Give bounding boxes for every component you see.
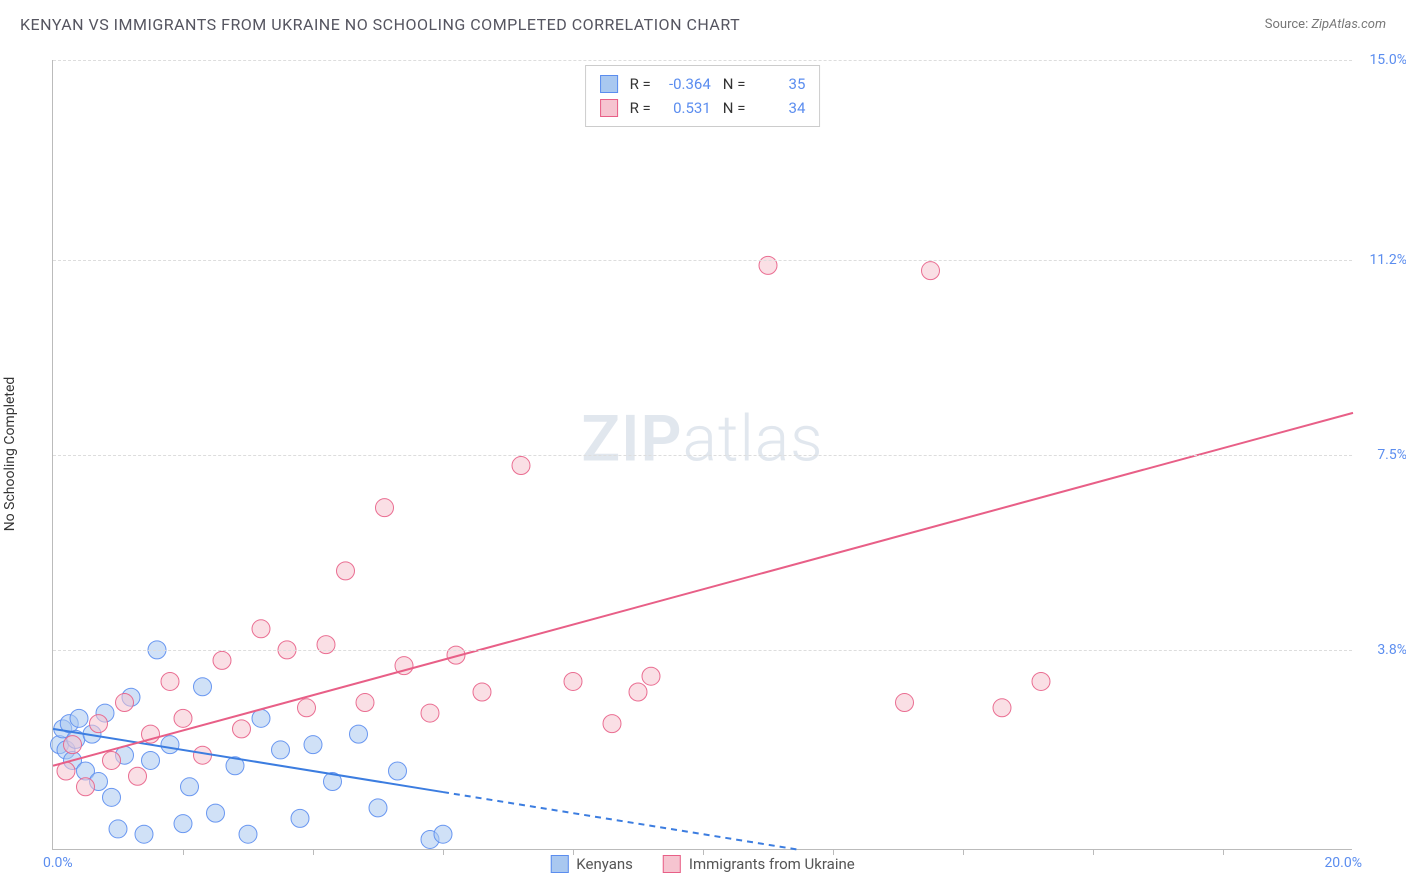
gridline [53, 455, 1352, 456]
data-point [298, 699, 316, 717]
legend-swatch-1 [600, 75, 618, 93]
data-point [142, 751, 160, 769]
data-point [473, 683, 491, 701]
y-tick-label: 7.5% [1377, 447, 1406, 463]
trend-line [53, 413, 1353, 766]
series-legend: Kenyans Immigrants from Ukraine [550, 855, 854, 873]
source-value: ZipAtlas.com [1311, 17, 1386, 32]
legend-label-1: Kenyans [576, 855, 633, 873]
y-tick-label: 3.8% [1377, 642, 1406, 658]
n-label: N = [723, 72, 746, 96]
x-tick [833, 849, 834, 855]
y-tick-label: 15.0% [1369, 52, 1406, 68]
data-point [77, 778, 95, 796]
n-label: N = [723, 96, 746, 120]
data-point [389, 762, 407, 780]
data-point [337, 562, 355, 580]
data-point [174, 709, 192, 727]
x-tick [183, 849, 184, 855]
n-value-2: 34 [757, 96, 805, 120]
legend-label-2: Immigrants from Ukraine [689, 855, 855, 873]
data-point [181, 778, 199, 796]
source-label: Source: [1265, 17, 1308, 32]
data-point [369, 799, 387, 817]
x-tick [313, 849, 314, 855]
data-point [207, 804, 225, 822]
x-tick [1093, 849, 1094, 855]
data-point [64, 736, 82, 754]
gridline [53, 60, 1352, 61]
data-point [512, 457, 530, 475]
data-point [376, 499, 394, 517]
x-tick [963, 849, 964, 855]
data-point [252, 709, 270, 727]
legend-swatch-2 [600, 99, 618, 117]
data-point [174, 815, 192, 833]
y-tick-label: 11.2% [1369, 252, 1406, 268]
data-point [272, 741, 290, 759]
data-point [194, 746, 212, 764]
scatter-chart: ZIPatlas R = -0.364 N = 35 R = 0.531 N =… [52, 60, 1352, 850]
legend-swatch-bottom-1 [550, 855, 568, 873]
x-tick [703, 849, 704, 855]
data-point [564, 672, 582, 690]
chart-source: Source: ZipAtlas.com [1265, 17, 1386, 32]
data-point [629, 683, 647, 701]
x-tick [1223, 849, 1224, 855]
data-point [356, 694, 374, 712]
data-point [129, 767, 147, 785]
data-point [642, 667, 660, 685]
r-label: R = [630, 72, 651, 96]
legend-row-series1: R = -0.364 N = 35 [600, 72, 806, 96]
gridline [53, 260, 1352, 261]
data-point [317, 636, 335, 654]
data-point [70, 709, 88, 727]
x-tick [573, 849, 574, 855]
data-point [116, 694, 134, 712]
data-point [90, 715, 108, 733]
x-axis-min-label: 0.0% [43, 855, 73, 871]
legend-item-1: Kenyans [550, 855, 633, 873]
data-point [896, 694, 914, 712]
data-point [759, 256, 777, 274]
data-point [252, 620, 270, 638]
y-axis-label: No Schooling Completed [2, 377, 18, 532]
data-point [161, 672, 179, 690]
data-point [233, 720, 251, 738]
r-label: R = [630, 96, 651, 120]
data-point [1032, 672, 1050, 690]
chart-title: KENYAN VS IMMIGRANTS FROM UKRAINE NO SCH… [20, 15, 740, 34]
data-point [194, 678, 212, 696]
data-point [922, 262, 940, 280]
x-axis-max-label: 20.0% [1324, 855, 1362, 871]
legend-swatch-bottom-2 [663, 855, 681, 873]
data-point [304, 736, 322, 754]
correlation-legend: R = -0.364 N = 35 R = 0.531 N = 34 [585, 65, 821, 127]
data-point [161, 736, 179, 754]
data-point [350, 725, 368, 743]
legend-row-series2: R = 0.531 N = 34 [600, 96, 806, 120]
x-tick [443, 849, 444, 855]
data-point [603, 715, 621, 733]
data-point [103, 751, 121, 769]
trend-line-dashed [443, 792, 801, 850]
data-point [109, 820, 127, 838]
data-point [993, 699, 1011, 717]
data-point [421, 704, 439, 722]
data-point [239, 825, 257, 843]
data-point [291, 809, 309, 827]
data-point [135, 825, 153, 843]
r-value-1: -0.364 [663, 72, 711, 96]
n-value-1: 35 [757, 72, 805, 96]
legend-item-2: Immigrants from Ukraine [663, 855, 855, 873]
r-value-2: 0.531 [663, 96, 711, 120]
data-point [434, 825, 452, 843]
data-point [103, 788, 121, 806]
gridline [53, 650, 1352, 651]
data-point [213, 651, 231, 669]
